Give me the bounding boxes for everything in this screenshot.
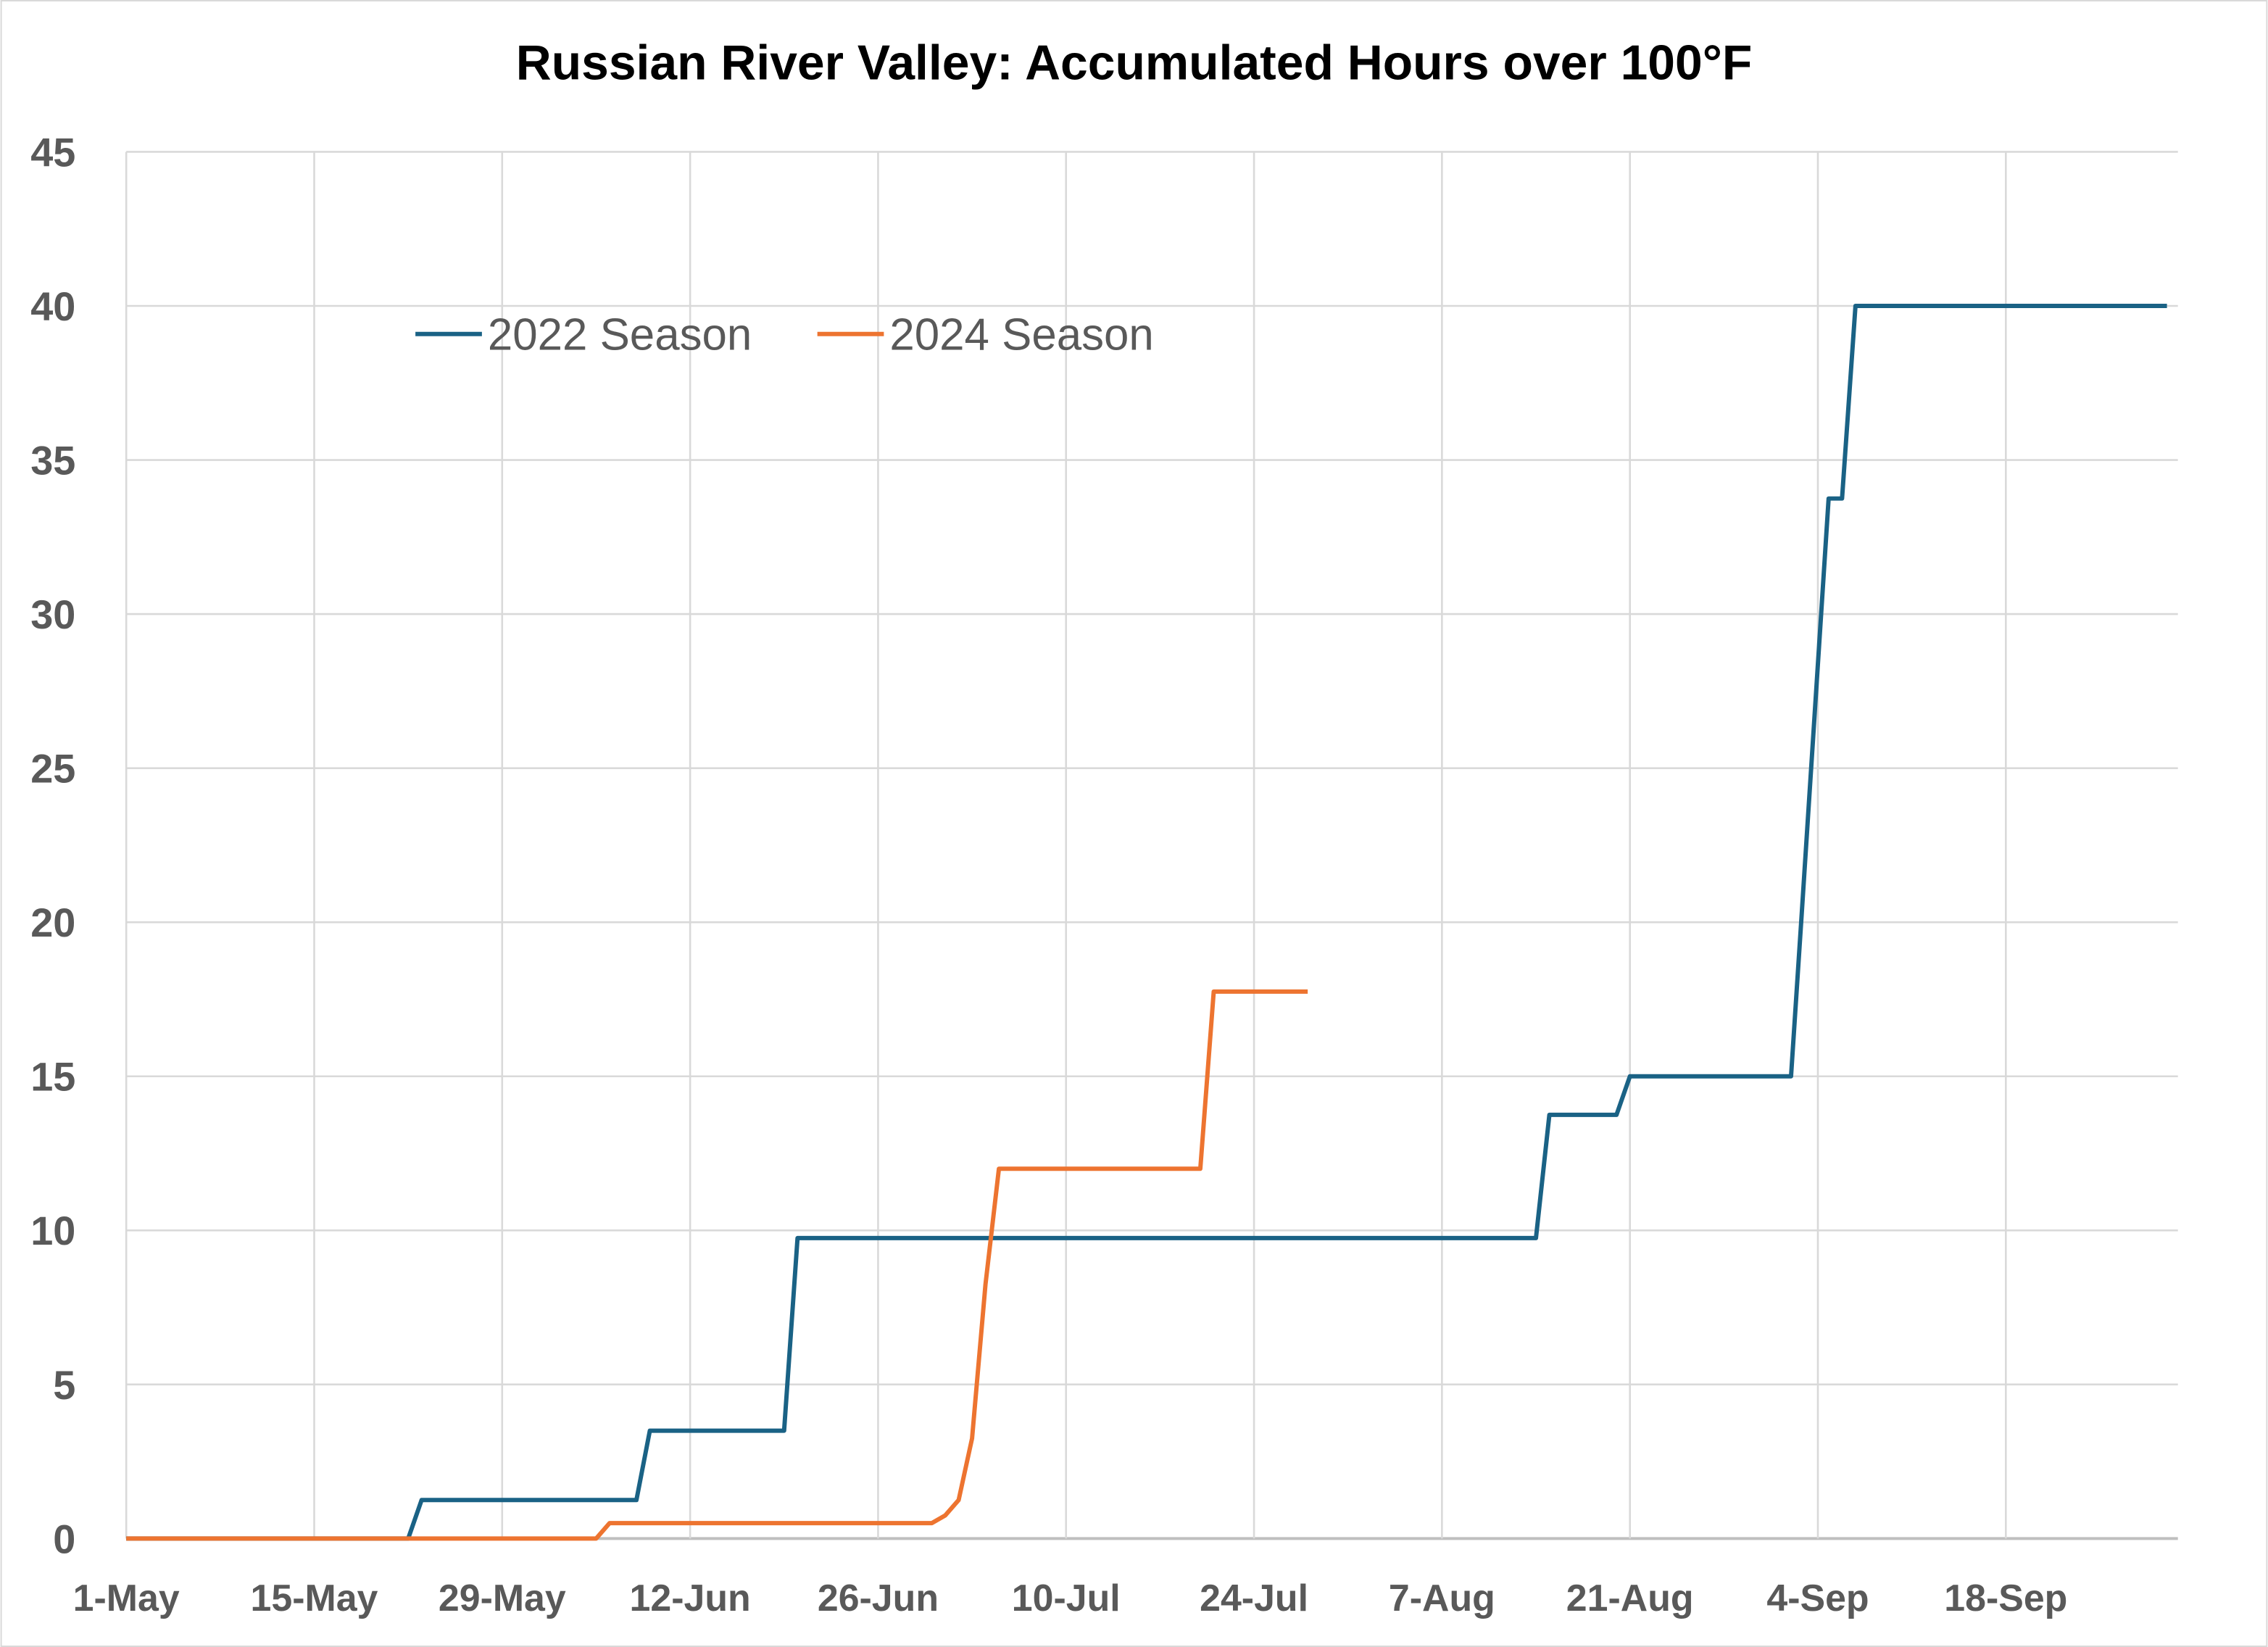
y-tick-label: 20 — [30, 900, 75, 945]
series-line-2022-season — [126, 304, 2167, 1541]
x-tick-label: 24-Jul — [1200, 1577, 1308, 1619]
gridlines — [125, 151, 2178, 1540]
y-tick-label: 25 — [30, 746, 75, 792]
x-tick-label: 7-Aug — [1389, 1577, 1495, 1619]
x-tick-label: 29-May — [439, 1577, 566, 1619]
y-axis: 0 5 10 15 20 25 30 35 40 45 — [30, 129, 75, 1561]
x-tick-label: 1-May — [73, 1577, 180, 1619]
x-tick-label: 4-Sep — [1766, 1577, 1869, 1619]
series-lines — [126, 304, 2167, 1541]
legend: 2022 Season 2024 Season — [415, 310, 1154, 360]
x-tick-label: 15-May — [251, 1577, 378, 1619]
x-tick-label: 26-Jun — [818, 1577, 939, 1619]
y-tick-label: 40 — [30, 283, 75, 329]
y-tick-label: 35 — [30, 437, 75, 483]
y-tick-label: 30 — [30, 592, 75, 637]
x-tick-label: 21-Aug — [1566, 1577, 1694, 1619]
y-tick-label: 10 — [30, 1208, 75, 1253]
y-tick-label: 15 — [30, 1054, 75, 1100]
chart-title: Russian River Valley: Accumulated Hours … — [516, 36, 1753, 91]
x-tick-label: 12-Jun — [630, 1577, 751, 1619]
legend-label-2024: 2024 Season — [889, 310, 1153, 360]
x-axis: 1-May 15-May 29-May 12-Jun 26-Jun 10-Jul 24-Ju… — [73, 1577, 2068, 1619]
y-tick-label: 5 — [53, 1362, 75, 1408]
x-tick-label: 10-Jul — [1012, 1577, 1121, 1619]
y-tick-label: 45 — [30, 129, 75, 175]
series-line-2024-season — [126, 989, 1308, 1541]
x-tick-label: 18-Sep — [1944, 1577, 2067, 1619]
legend-label-2022: 2022 Season — [488, 310, 752, 360]
y-tick-label: 0 — [53, 1516, 75, 1561]
